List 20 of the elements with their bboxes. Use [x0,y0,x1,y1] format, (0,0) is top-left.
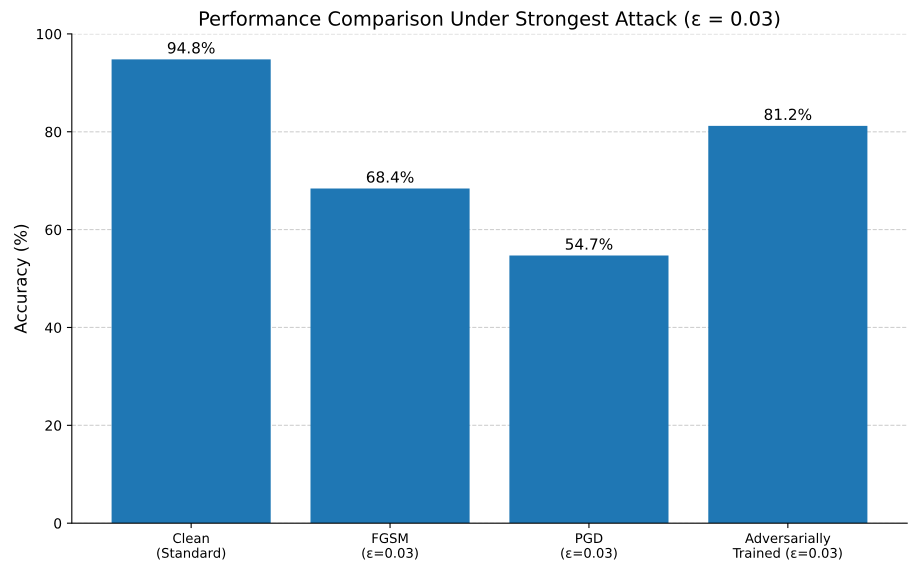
y-tick-label: 40 [45,322,62,333]
x-tick-label: PGD (ε=0.03) [561,533,617,560]
data-label: 94.8% [168,42,215,54]
x-tick-label: Clean (Standard) [157,532,226,560]
x-tick-label: Adversarially Trained (ε=0.03) [732,532,842,560]
chart-title: Performance Comparison Under Strongest Attack (ε = 0.03) [200,10,780,30]
y-tick-label: 0 [54,518,62,529]
y-tick-label: 100 [37,28,62,40]
y-axis-title: Accuracy (%) [14,224,30,334]
bar [509,256,669,524]
y-tick-label: 80 [45,126,62,138]
data-label: 68.4% [366,171,414,183]
y-tick-label: 20 [45,420,62,431]
bar [112,59,271,524]
data-label: 81.2% [764,108,812,120]
bar [310,188,470,524]
bar [708,126,868,524]
data-label: 54.7% [566,238,612,250]
y-tick-label: 60 [45,224,62,236]
x-tick-label: FGSM (ε=0.03) [362,533,418,560]
